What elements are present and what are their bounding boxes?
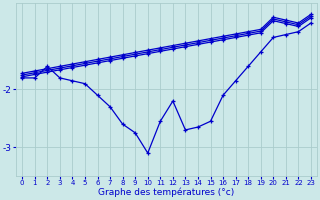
X-axis label: Graphe des températures (°c): Graphe des températures (°c) <box>99 188 235 197</box>
